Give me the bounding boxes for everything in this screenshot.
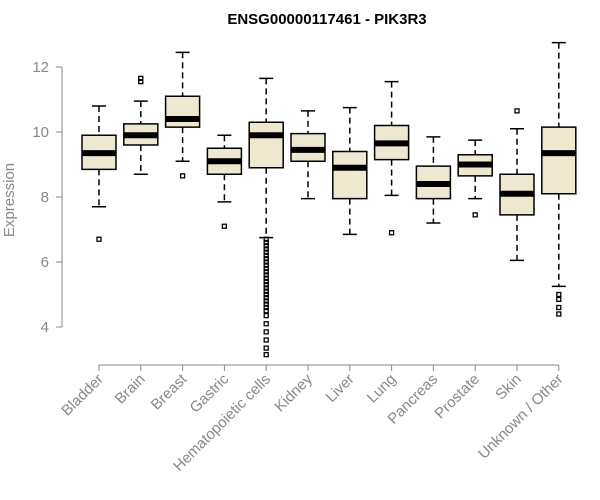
outlier-point [556, 304, 562, 311]
outlier-point [263, 249, 269, 255]
y-tick-label: 10 [32, 124, 49, 141]
box-group [81, 105, 117, 242]
outlier-point [263, 308, 269, 314]
outlier-point [263, 236, 269, 242]
y-tick-label: 8 [41, 189, 49, 206]
outlier-point [263, 239, 269, 246]
outlier-point [96, 236, 102, 242]
outlier-point [263, 275, 269, 281]
outlier-point [263, 243, 269, 249]
outlier-point [263, 298, 269, 304]
y-tick-label: 6 [41, 254, 49, 271]
outlier-point [514, 108, 520, 114]
x-tick-label: Skin [492, 371, 525, 404]
box-group [206, 134, 243, 229]
outlier-point [263, 304, 269, 311]
box-group [164, 51, 201, 179]
outlier-point [263, 269, 269, 275]
iqr-box [164, 95, 201, 128]
outlier-point [556, 291, 562, 298]
x-tick-label: Liver [323, 371, 358, 406]
outlier-point [263, 282, 269, 288]
outlier-point [263, 329, 269, 335]
box-group [499, 108, 535, 262]
outlier-point [263, 262, 269, 268]
box-group [332, 106, 368, 236]
outlier-point [263, 278, 269, 285]
outlier-point [263, 259, 269, 265]
chart-title: ENSG00000117461 - PIK3R3 [227, 11, 426, 28]
x-tick-label: Prostate [431, 371, 483, 423]
outlier-point [263, 337, 269, 343]
box-group [415, 136, 452, 224]
outlier-point [263, 291, 269, 298]
outlier-point [472, 212, 478, 218]
x-tick-label: Kidney [271, 370, 316, 415]
iqr-box [248, 121, 284, 169]
outlier-point [263, 252, 269, 259]
outlier-point [263, 272, 269, 278]
outlier-point [263, 301, 269, 307]
outlier-point [263, 345, 269, 351]
x-tick-label: Bladder [58, 371, 107, 420]
box-group [541, 41, 577, 317]
outlier-point [221, 223, 228, 229]
outlier-point [263, 312, 269, 319]
x-tick-label: Brain [112, 371, 149, 408]
outlier-point [263, 321, 269, 327]
outlier-point [263, 285, 269, 291]
outlier-point [263, 351, 269, 358]
outlier-point [138, 78, 144, 85]
outlier-point [556, 296, 562, 303]
outlier-point [263, 256, 269, 262]
box-group [457, 139, 493, 218]
plot-area [81, 41, 577, 358]
y-tick-label: 12 [32, 59, 49, 76]
x-tick-label: Breast [148, 370, 191, 413]
iqr-box [541, 126, 577, 195]
y-tick-label: 4 [41, 319, 49, 336]
x-tick-label: Lung [364, 371, 400, 407]
outlier-point [263, 246, 269, 252]
box-group [373, 80, 410, 236]
box-group [123, 75, 159, 175]
outlier-point [138, 75, 144, 82]
outlier-point [556, 311, 562, 317]
box-group [248, 77, 284, 358]
box-group [290, 110, 326, 200]
outlier-point [263, 265, 269, 272]
outlier-point [179, 173, 186, 179]
iqr-box [332, 150, 368, 200]
y-axis-label: Expression [1, 163, 18, 237]
outlier-point [263, 288, 269, 294]
y-axis: 4 6 8 10 12 [32, 59, 63, 336]
outlier-point [388, 230, 395, 236]
outlier-point [263, 295, 269, 301]
